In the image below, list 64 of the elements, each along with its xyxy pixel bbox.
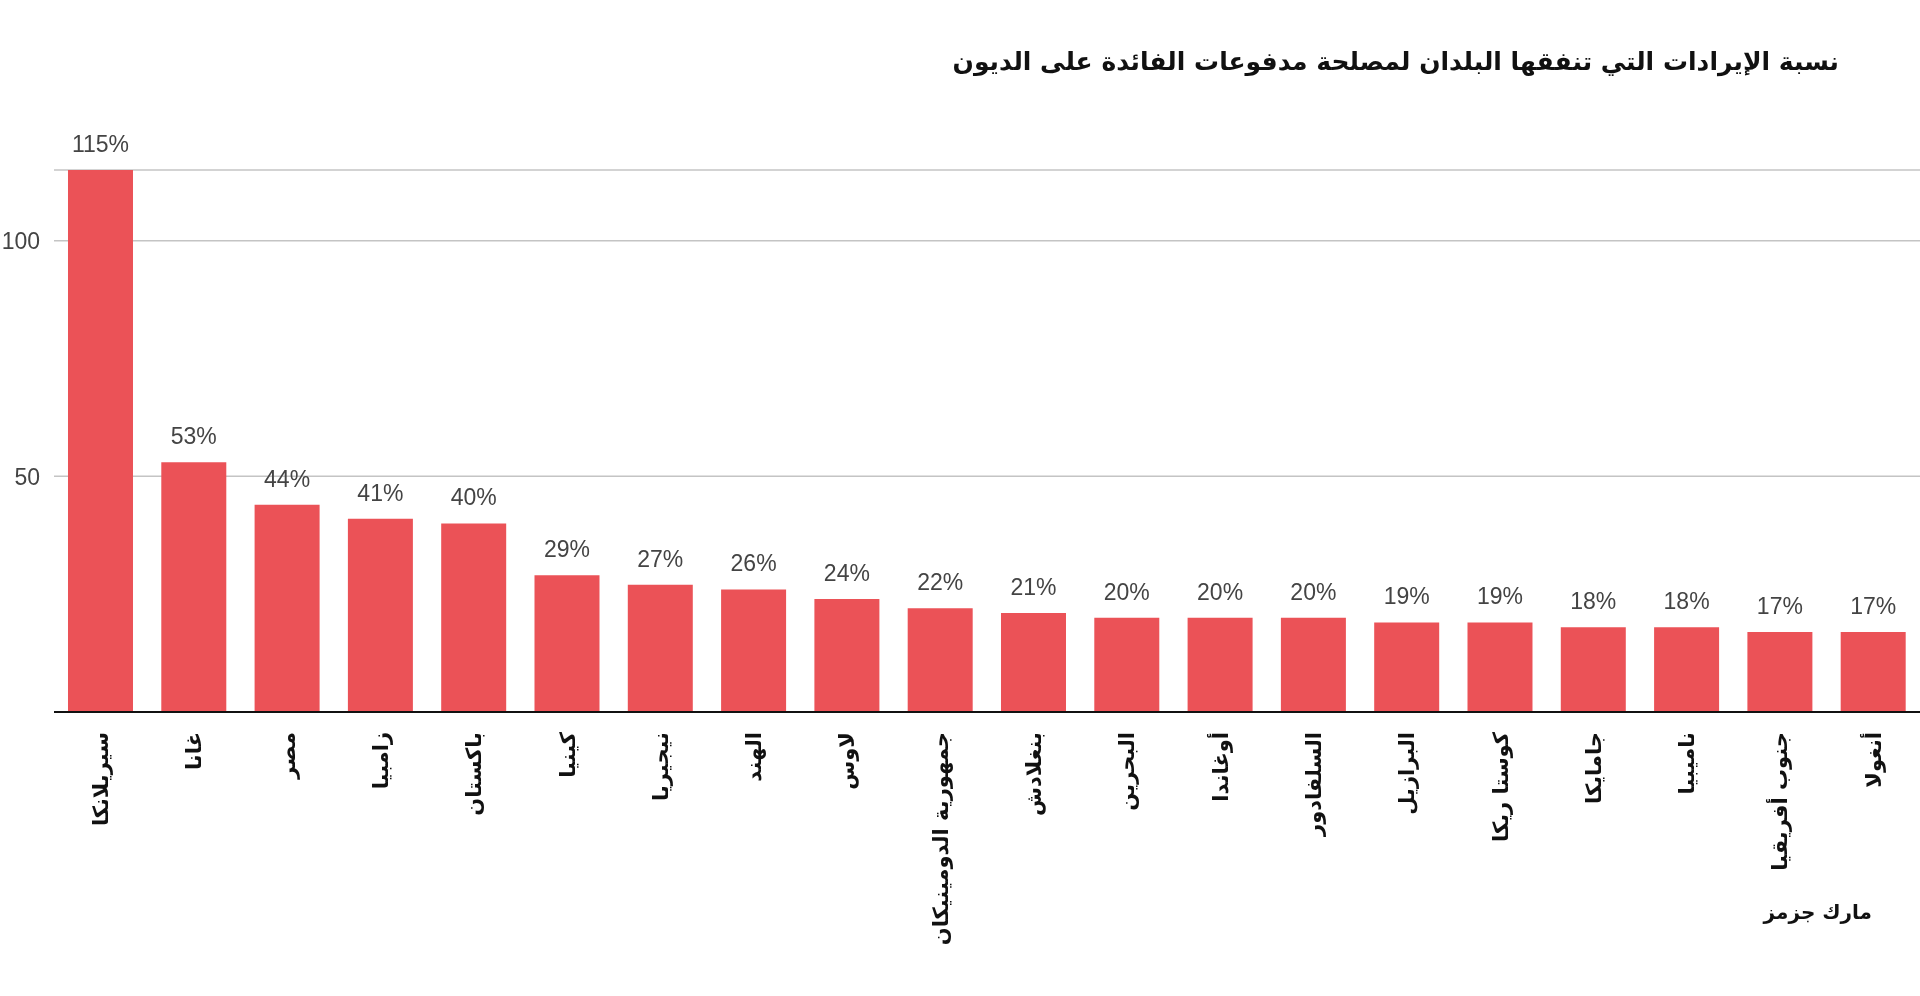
data-label: 26%: [730, 550, 777, 577]
data-label: 27%: [637, 545, 684, 572]
x-tick-label: أوغاندا: [1205, 732, 1233, 802]
bar: [1374, 622, 1440, 712]
x-tick-label: بنغلادش: [1022, 732, 1046, 817]
x-tick-label: البحرين: [1115, 732, 1140, 811]
bar: [441, 523, 507, 712]
x-tick-label: كوستا ريكا: [1488, 731, 1513, 842]
data-label: 18%: [1663, 588, 1710, 615]
data-label: 40%: [450, 484, 497, 511]
bar: [1747, 631, 1813, 712]
x-tick-label: مصر: [275, 732, 300, 780]
bar: [68, 170, 133, 712]
bar: [627, 584, 693, 712]
x-tick-label: نيجيريا: [648, 732, 673, 801]
data-label: 17%: [1756, 592, 1803, 619]
bar: [534, 575, 600, 712]
x-tick-label: باكستان: [462, 732, 487, 816]
x-tick-label: سيريلانكا: [89, 732, 113, 827]
x-tick-label: الهند: [742, 732, 767, 782]
x-tick-label: زامبيا: [368, 732, 393, 790]
data-label: 19%: [1383, 583, 1430, 610]
bar: [254, 504, 320, 712]
y-tick-label: 100: [1, 227, 40, 254]
x-tick-label: جامايكا: [1581, 732, 1606, 804]
x-tick-label: ناميبيا: [1675, 732, 1700, 795]
chart-title: نسبة الإيرادات التي تنفقها البلدان لمصلحة مدفوعات الفائدة على الديون: [952, 47, 1839, 76]
data-label: 22%: [917, 569, 964, 596]
bar: [347, 518, 413, 712]
x-tick-label: كينيا: [555, 731, 580, 778]
bar: [1467, 622, 1533, 712]
bar: [814, 598, 880, 712]
x-tick-label: غانا: [182, 732, 207, 771]
data-label: 20%: [1197, 578, 1244, 605]
data-label: 20%: [1103, 578, 1150, 605]
data-label: 20%: [1290, 578, 1337, 605]
data-label: 53%: [170, 423, 217, 450]
x-tick-label: جنوب أفريقيا: [1765, 732, 1793, 871]
data-label: 115%: [71, 131, 130, 157]
bar: [1840, 631, 1906, 712]
bar: [907, 608, 973, 712]
data-label: 17%: [1850, 592, 1897, 619]
x-tick-label: أنغولا: [1858, 732, 1886, 788]
data-label: 44%: [264, 465, 311, 492]
x-tick-label: السلفادور: [1301, 732, 1326, 837]
bar: [1280, 617, 1346, 712]
data-label: 18%: [1570, 588, 1617, 615]
y-tick-label: 50: [14, 463, 40, 490]
bar: [161, 462, 227, 712]
bar: [1000, 613, 1066, 712]
data-label: 29%: [543, 536, 591, 563]
data-label: 41%: [357, 479, 404, 506]
x-tick-label: لاوس: [835, 732, 860, 790]
data-label: 19%: [1476, 583, 1524, 610]
data-label: 21%: [1010, 574, 1057, 601]
data-label: 24%: [823, 559, 870, 586]
bar: [1094, 617, 1160, 712]
x-tick-label: جمهورية الدومينيكان: [928, 732, 953, 946]
bar: [1560, 627, 1626, 712]
bar: [1187, 617, 1253, 712]
bar: [1654, 627, 1720, 712]
text: مارك جزمز: [1763, 900, 1872, 924]
bar: [721, 589, 787, 712]
x-tick-label: البرازيل: [1395, 732, 1420, 815]
